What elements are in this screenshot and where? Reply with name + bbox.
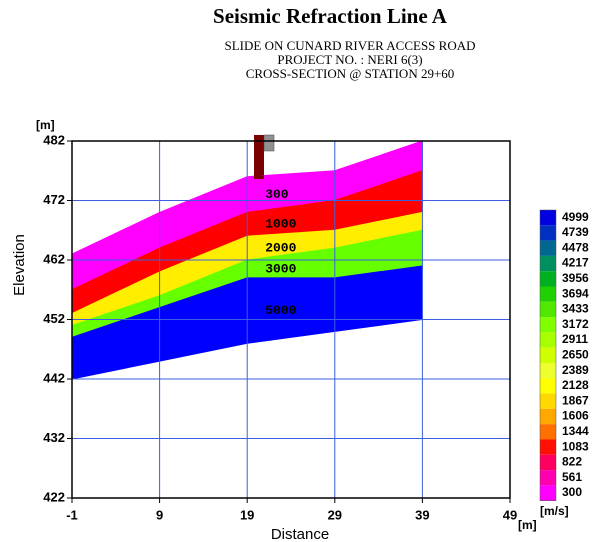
colorbar-swatch <box>540 271 556 287</box>
colorbar-swatch <box>540 470 556 486</box>
x-axis-label: Distance <box>271 526 329 542</box>
colorbar-label: 561 <box>562 470 582 484</box>
x-unit: [m] <box>518 518 537 532</box>
colorbar-label: 3694 <box>562 286 589 300</box>
colorbar-swatch <box>540 240 556 256</box>
colorbar-label: 2650 <box>562 348 589 362</box>
y-tick-label: 422 <box>43 489 65 504</box>
layer-label: 300 <box>265 187 289 202</box>
colorbar-unit: [m/s] <box>540 504 569 518</box>
colorbar-frame <box>539 209 557 501</box>
layer-label: 3000 <box>265 261 296 276</box>
marker <box>254 135 264 179</box>
chart-title: Seismic Refraction Line A <box>213 4 448 28</box>
colorbar-swatch <box>540 424 556 440</box>
colorbar-swatch <box>540 317 556 333</box>
colorbar-swatch <box>540 210 556 226</box>
x-tick-label: -1 <box>66 507 78 522</box>
colorbar-swatch <box>540 347 556 363</box>
colorbar-swatch <box>540 301 556 318</box>
colorbar-label: 3172 <box>562 317 589 331</box>
colorbar-label: 3956 <box>562 271 589 285</box>
x-tick-label: 39 <box>415 507 429 522</box>
y-tick-label: 452 <box>43 311 65 326</box>
y-axis-label: Elevation <box>11 234 28 296</box>
colorbar-swatch <box>540 378 556 394</box>
colorbar-swatch <box>540 332 556 348</box>
colorbar-label: 822 <box>562 455 582 469</box>
x-tick-label: 49 <box>503 507 517 522</box>
y-tick-label: 432 <box>43 430 65 445</box>
colorbar-label: 2911 <box>562 332 588 346</box>
y-tick-label: 462 <box>43 251 65 266</box>
colorbar-label: 1344 <box>562 424 589 438</box>
layer-label: 1000 <box>265 217 296 232</box>
y-unit: [m] <box>36 118 55 132</box>
colorbar-label: 4217 <box>562 256 589 270</box>
colorbar-swatch <box>540 363 556 379</box>
colorbar-label: 300 <box>562 485 582 499</box>
colorbar-swatch <box>540 485 556 501</box>
layer-label: 2000 <box>265 241 296 256</box>
colorbar-swatch <box>540 225 556 241</box>
colorbar-swatch <box>540 393 556 409</box>
colorbar-swatch <box>540 408 556 425</box>
colorbar-label: 4478 <box>562 240 589 254</box>
colorbar-label: 1606 <box>562 409 589 423</box>
x-tick-label: 29 <box>328 507 342 522</box>
colorbar-label: 2128 <box>562 378 589 392</box>
layer-label: 5000 <box>265 303 296 318</box>
subtitle: PROJECT NO. : NERI 6(3) <box>277 52 422 67</box>
colorbar-label: 2389 <box>562 363 589 377</box>
x-tick-label: 9 <box>156 507 163 522</box>
colorbar-label: 4739 <box>562 225 589 239</box>
x-tick-label: 19 <box>240 507 254 522</box>
colorbar-label: 1083 <box>562 439 589 453</box>
colorbar-swatch <box>540 454 556 471</box>
colorbar-swatch <box>540 255 556 272</box>
colorbar-label: 1867 <box>562 393 589 407</box>
colorbar-swatch <box>540 286 556 302</box>
y-tick-label: 482 <box>43 132 65 147</box>
subtitle: CROSS-SECTION @ STATION 29+60 <box>246 66 455 81</box>
colorbar-swatch <box>540 439 556 455</box>
colorbar-label: 3433 <box>562 302 589 316</box>
subtitle: SLIDE ON CUNARD RIVER ACCESS ROAD <box>225 38 476 53</box>
marker <box>263 134 275 152</box>
y-tick-label: 442 <box>43 370 65 385</box>
y-tick-label: 472 <box>43 192 65 207</box>
colorbar-label: 4999 <box>562 210 589 224</box>
